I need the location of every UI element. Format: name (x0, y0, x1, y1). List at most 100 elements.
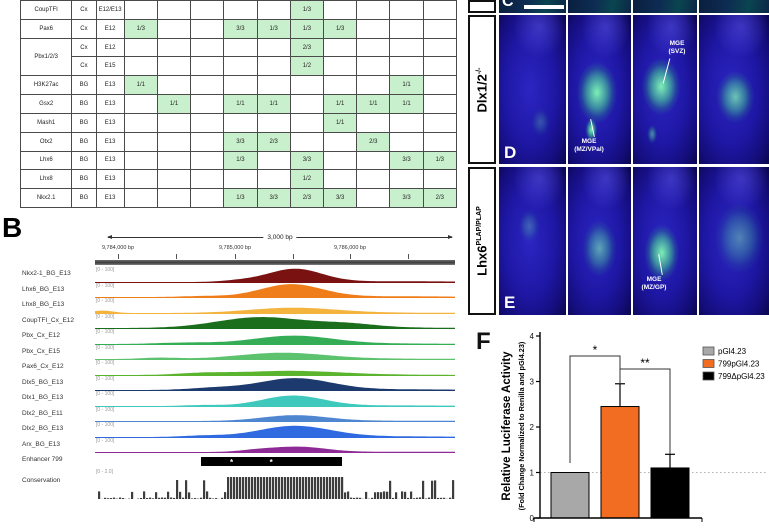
table-cell: 2/3 (356, 131, 391, 152)
table-cell: Pax6 (19, 18, 73, 39)
track-name: Pax6_Cx_E12 (22, 363, 64, 370)
table-cell: Pbx1/2/3 (19, 37, 73, 77)
table-cell: E13 (95, 94, 125, 114)
annotation-line1: MGE (581, 138, 597, 145)
table-cell (256, 75, 291, 96)
table-row: Lhx8 BG E13 1/2 (19, 169, 458, 190)
table-cell: 1/1 (156, 94, 192, 114)
track-scale: [0 - 100] (96, 329, 115, 335)
browser-track: Dlx2_BG_E11 [0 - 100] (0, 406, 460, 422)
track-scale: [0 - 100] (96, 298, 115, 304)
browser-track: Dlx1_BG_E13 [0 - 100] (0, 391, 460, 407)
track-scale: [0 - 100] (96, 313, 115, 320)
table-cell: 1/3 (322, 18, 358, 39)
y-tick-label: 4 (530, 332, 535, 341)
table-cell: E13 (95, 169, 125, 190)
table-cell: 3/3 (389, 150, 424, 171)
table-cell (190, 150, 225, 171)
table-cell: 1/3 (223, 150, 258, 171)
table-cell (156, 0, 192, 20)
track-scale: [0 - 100] (96, 282, 115, 289)
scale-bar (524, 5, 564, 9)
table-row: Cx E15 1/2 (21, 56, 458, 77)
table-cell (356, 18, 391, 39)
track-signal (95, 307, 455, 314)
annotation-mge-svz: MGE (SVZ) (656, 40, 698, 56)
table-cell: 1/3 (256, 18, 291, 39)
panel-d-allele: -/- (476, 67, 484, 74)
table-cell (123, 37, 158, 58)
y-axis-label: Relative Luciferase Activity (501, 351, 513, 501)
table-cell (322, 131, 358, 152)
table-cell: E12 (95, 37, 125, 58)
track-signal (95, 378, 455, 391)
table-cell: 1/1 (389, 94, 424, 114)
ruler-tick (176, 254, 177, 259)
browser-track: Dlx2_BG_E13 [0 - 100] (0, 422, 460, 438)
table-cell (389, 169, 424, 190)
table-cell: 1/1 (223, 94, 258, 114)
track-name: Arx_BG_E13 (22, 440, 60, 448)
ruler-tick (350, 254, 351, 259)
track-signal (95, 317, 455, 329)
table-cell: Cx (71, 18, 97, 39)
table-cell: Mash1 (19, 112, 73, 133)
micrograph-tile (699, 0, 769, 13)
ruler-tick (408, 254, 409, 259)
table-cell: BG (71, 169, 97, 190)
table-cell: 1/1 (322, 112, 358, 133)
panel-e-allele: PLAP/PLAP (476, 206, 484, 246)
table-cell (123, 112, 158, 133)
browser-track: Lhx6_BG_E13 [0 - 100] (0, 282, 460, 298)
table-cell (389, 18, 424, 39)
bar-pGl4.23 (550, 472, 590, 519)
table-cell (289, 112, 325, 133)
table-cell (422, 94, 458, 114)
track-signal (95, 370, 455, 376)
micrograph-tile (499, 167, 566, 315)
bar-799ΔpGl4.23 (650, 467, 690, 519)
annotation-line2: (MZ/VPal) (574, 145, 604, 153)
track-name: Nkx2-1_BG_E13 (22, 270, 71, 277)
track-name: Lhx6_BG_E13 (22, 285, 65, 293)
browser-track: CoupTFI_Cx_E12 [0 - 100] (0, 313, 460, 329)
panel-b: B 3,000 bp 9,784,000 bp 9,785,000 bp 9,7… (0, 210, 460, 529)
track-name: Dlx1_BG_E13 (22, 394, 64, 401)
gfp-signal (699, 15, 769, 164)
table-cell: Nkx2.1 (19, 188, 73, 208)
track-scale: [0 - 100] (96, 406, 115, 413)
track-signal (95, 446, 455, 453)
panel-d-gene: Dlx1/2 (474, 73, 490, 112)
enhancer-bar (201, 457, 342, 466)
track-name: Pbx_Cx_E12 (22, 332, 60, 339)
enhancer-track: Enhancer 799 * * (0, 453, 460, 469)
table-cell (156, 75, 192, 96)
table-cell (256, 0, 291, 20)
browser-track: Arx_BG_E13 [0 - 100] (0, 438, 460, 453)
track-scale: [0 - 100] (96, 344, 115, 351)
browser-track: Nkx2-1_BG_E13 [0 - 100] (0, 267, 460, 283)
micrograph-tile (633, 15, 697, 164)
table-cell: E13 (95, 150, 125, 171)
table-cell: 1/3 (223, 188, 258, 208)
table-cell (256, 150, 291, 171)
table-cell (389, 0, 424, 20)
annotation-mge-mzvpal: MGE (MZ/VPal) (566, 138, 612, 154)
table-cell: 1/1 (356, 94, 391, 114)
table-cell: 1/3 (422, 150, 458, 171)
binding-table: CoupTFI Cx E12/E13 1/3 Pax6 Cx E12 1/3 3/3 1/3 1/3… (19, 0, 458, 208)
ruler-tick (235, 254, 236, 259)
micrograph-tile (568, 167, 631, 315)
table-cell (156, 169, 192, 190)
table-cell (123, 0, 158, 20)
ruler-tick (118, 254, 119, 259)
track-signal (95, 352, 455, 360)
track-name: CoupTFI_Cx_E12 (22, 316, 75, 324)
table-row: Lhx6 BG E13 1/3 3/3 3/3 1/3 (19, 150, 458, 171)
section-sliver (568, 0, 631, 13)
track-name: Pbx_Cx_E15 (22, 347, 60, 355)
brain-section (499, 167, 566, 315)
table-cell (322, 37, 358, 58)
table-cell (422, 37, 458, 58)
table-cell (123, 56, 158, 77)
